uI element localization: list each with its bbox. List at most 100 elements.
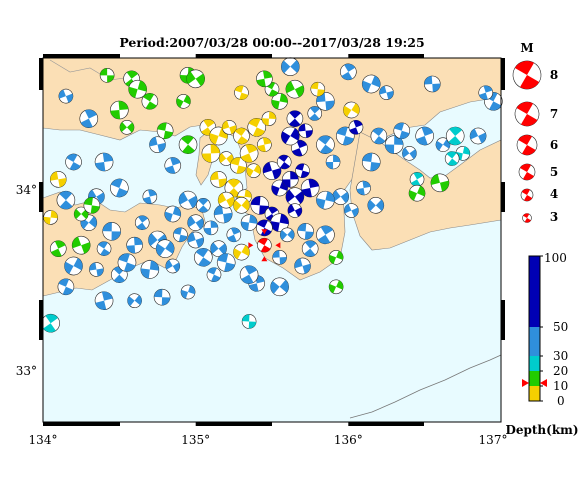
focal-mechanism-beachball [430,173,450,193]
beachball-quadrant [89,262,97,271]
focal-mechanism-beachball [178,135,198,154]
depth-marker-right [540,379,547,387]
beachball-quadrant [449,127,462,136]
beachball-quadrant [178,234,188,242]
beachball-quadrant [362,153,373,162]
beachball-quadrant [219,153,227,163]
beachball-quadrant [316,198,326,209]
beachball-quadrant [253,164,261,175]
beachball-quadrant [268,111,276,120]
beachball-quadrant [470,128,479,140]
beachball-quadrant [448,136,462,145]
beachball-quadrant [285,81,295,94]
beachball-quadrant [161,297,171,306]
beachball-quadrant [156,243,166,257]
map-title: Period:2007/03/28 00:00--2017/03/28 19:2… [119,35,424,50]
beachball-quadrant [524,195,533,201]
beachball-quadrant [268,207,278,214]
beachball-quadrant [102,153,113,162]
beachball-quadrant [317,234,331,244]
beachball-quadrant [81,242,91,254]
focal-mechanism-beachball [361,152,381,172]
beachball-quadrant [362,80,372,93]
beachball-quadrant [439,180,449,192]
beachball-quadrant [325,100,335,111]
focal-mechanism-beachball [94,291,114,310]
focal-mechanism-beachball [370,127,388,145]
focal-mechanism-beachball [332,188,350,205]
beachball-quadrant [50,171,59,181]
focal-mechanism-beachball [180,284,196,300]
beachball-quadrant [320,144,333,154]
beachball-quadrant [110,179,123,188]
beachball-quadrant [43,323,56,333]
beachball-quadrant [261,118,269,126]
beachball-quadrant [149,136,158,147]
beachball-quadrant [373,136,386,144]
frame-tick [195,54,272,58]
beachball-quadrant [279,213,289,225]
focal-mechanism-beachball [445,126,465,146]
focal-mechanism-beachball [99,68,115,83]
depth-label: 20 [553,364,568,378]
beachball-quadrant [318,135,331,145]
beachball-quadrant [435,140,443,151]
beachball-quadrant [236,165,247,174]
mechanism-layer [41,57,503,333]
beachball-quadrant [278,155,289,162]
beachball-quadrant [325,191,335,203]
beachball-quadrant [195,73,205,87]
beachball-quadrant [45,314,59,324]
focal-mechanism-beachball [328,250,344,265]
focal-mechanism-beachball [176,94,191,109]
beachball-quadrant [195,248,209,258]
beachball-quadrant [290,171,299,180]
focal-mechanism-beachball [153,288,171,306]
focal-mechanism-beachball [310,81,326,97]
beachball-quadrant [446,151,457,159]
beachball-quadrant [297,223,307,232]
focal-mechanism-beachball [233,243,250,261]
beachball-quadrant [336,127,348,136]
beachball-quadrant [304,248,316,257]
beachball-quadrant [165,165,176,174]
beachball-quadrant [416,136,428,145]
beachball-quadrant [310,82,319,90]
focal-mechanism-beachball [423,75,441,93]
focal-mechanism-beachball [276,154,292,170]
beachball-quadrant [248,321,257,329]
focal-mechanism-beachball [187,214,204,231]
beachball-quadrant [58,177,67,188]
beachball-quadrant [43,216,51,225]
frame-tick [348,422,424,426]
frame-tick [501,182,505,212]
beachball-quadrant [343,105,352,117]
beachball-quadrant [186,71,196,84]
beachball-quadrant [80,118,93,128]
beachball-quadrant [516,102,533,114]
focal-mechanism-beachball [291,139,308,157]
focal-mechanism-beachball [298,123,313,139]
beachball-quadrant [201,127,213,136]
beachball-quadrant [289,110,301,119]
beachball-quadrant [134,295,142,306]
featured-event[interactable] [248,229,281,262]
colorbar-band [529,386,540,401]
focal-mechanism-beachball [43,210,58,225]
focal-mechanism-beachball [199,119,217,136]
target-marker-icon [248,242,254,249]
beachball-quadrant [301,188,312,197]
focal-mechanism-beachball [344,203,359,218]
beachball-quadrant [148,233,158,246]
focal-mechanism-beachball [141,93,159,110]
focal-mechanism-beachball [210,240,227,257]
beachball-quadrant [120,122,127,133]
beachball-quadrant [201,153,212,163]
focal-mechanism-beachball [156,122,174,140]
magnitude-legend-symbol [518,163,536,181]
beachball-quadrant [203,227,212,235]
focal-mechanism-beachball [281,126,300,146]
focal-mechanism-beachball [301,240,319,257]
focal-mechanism-beachball [256,70,273,88]
beachball-quadrant [272,168,281,180]
